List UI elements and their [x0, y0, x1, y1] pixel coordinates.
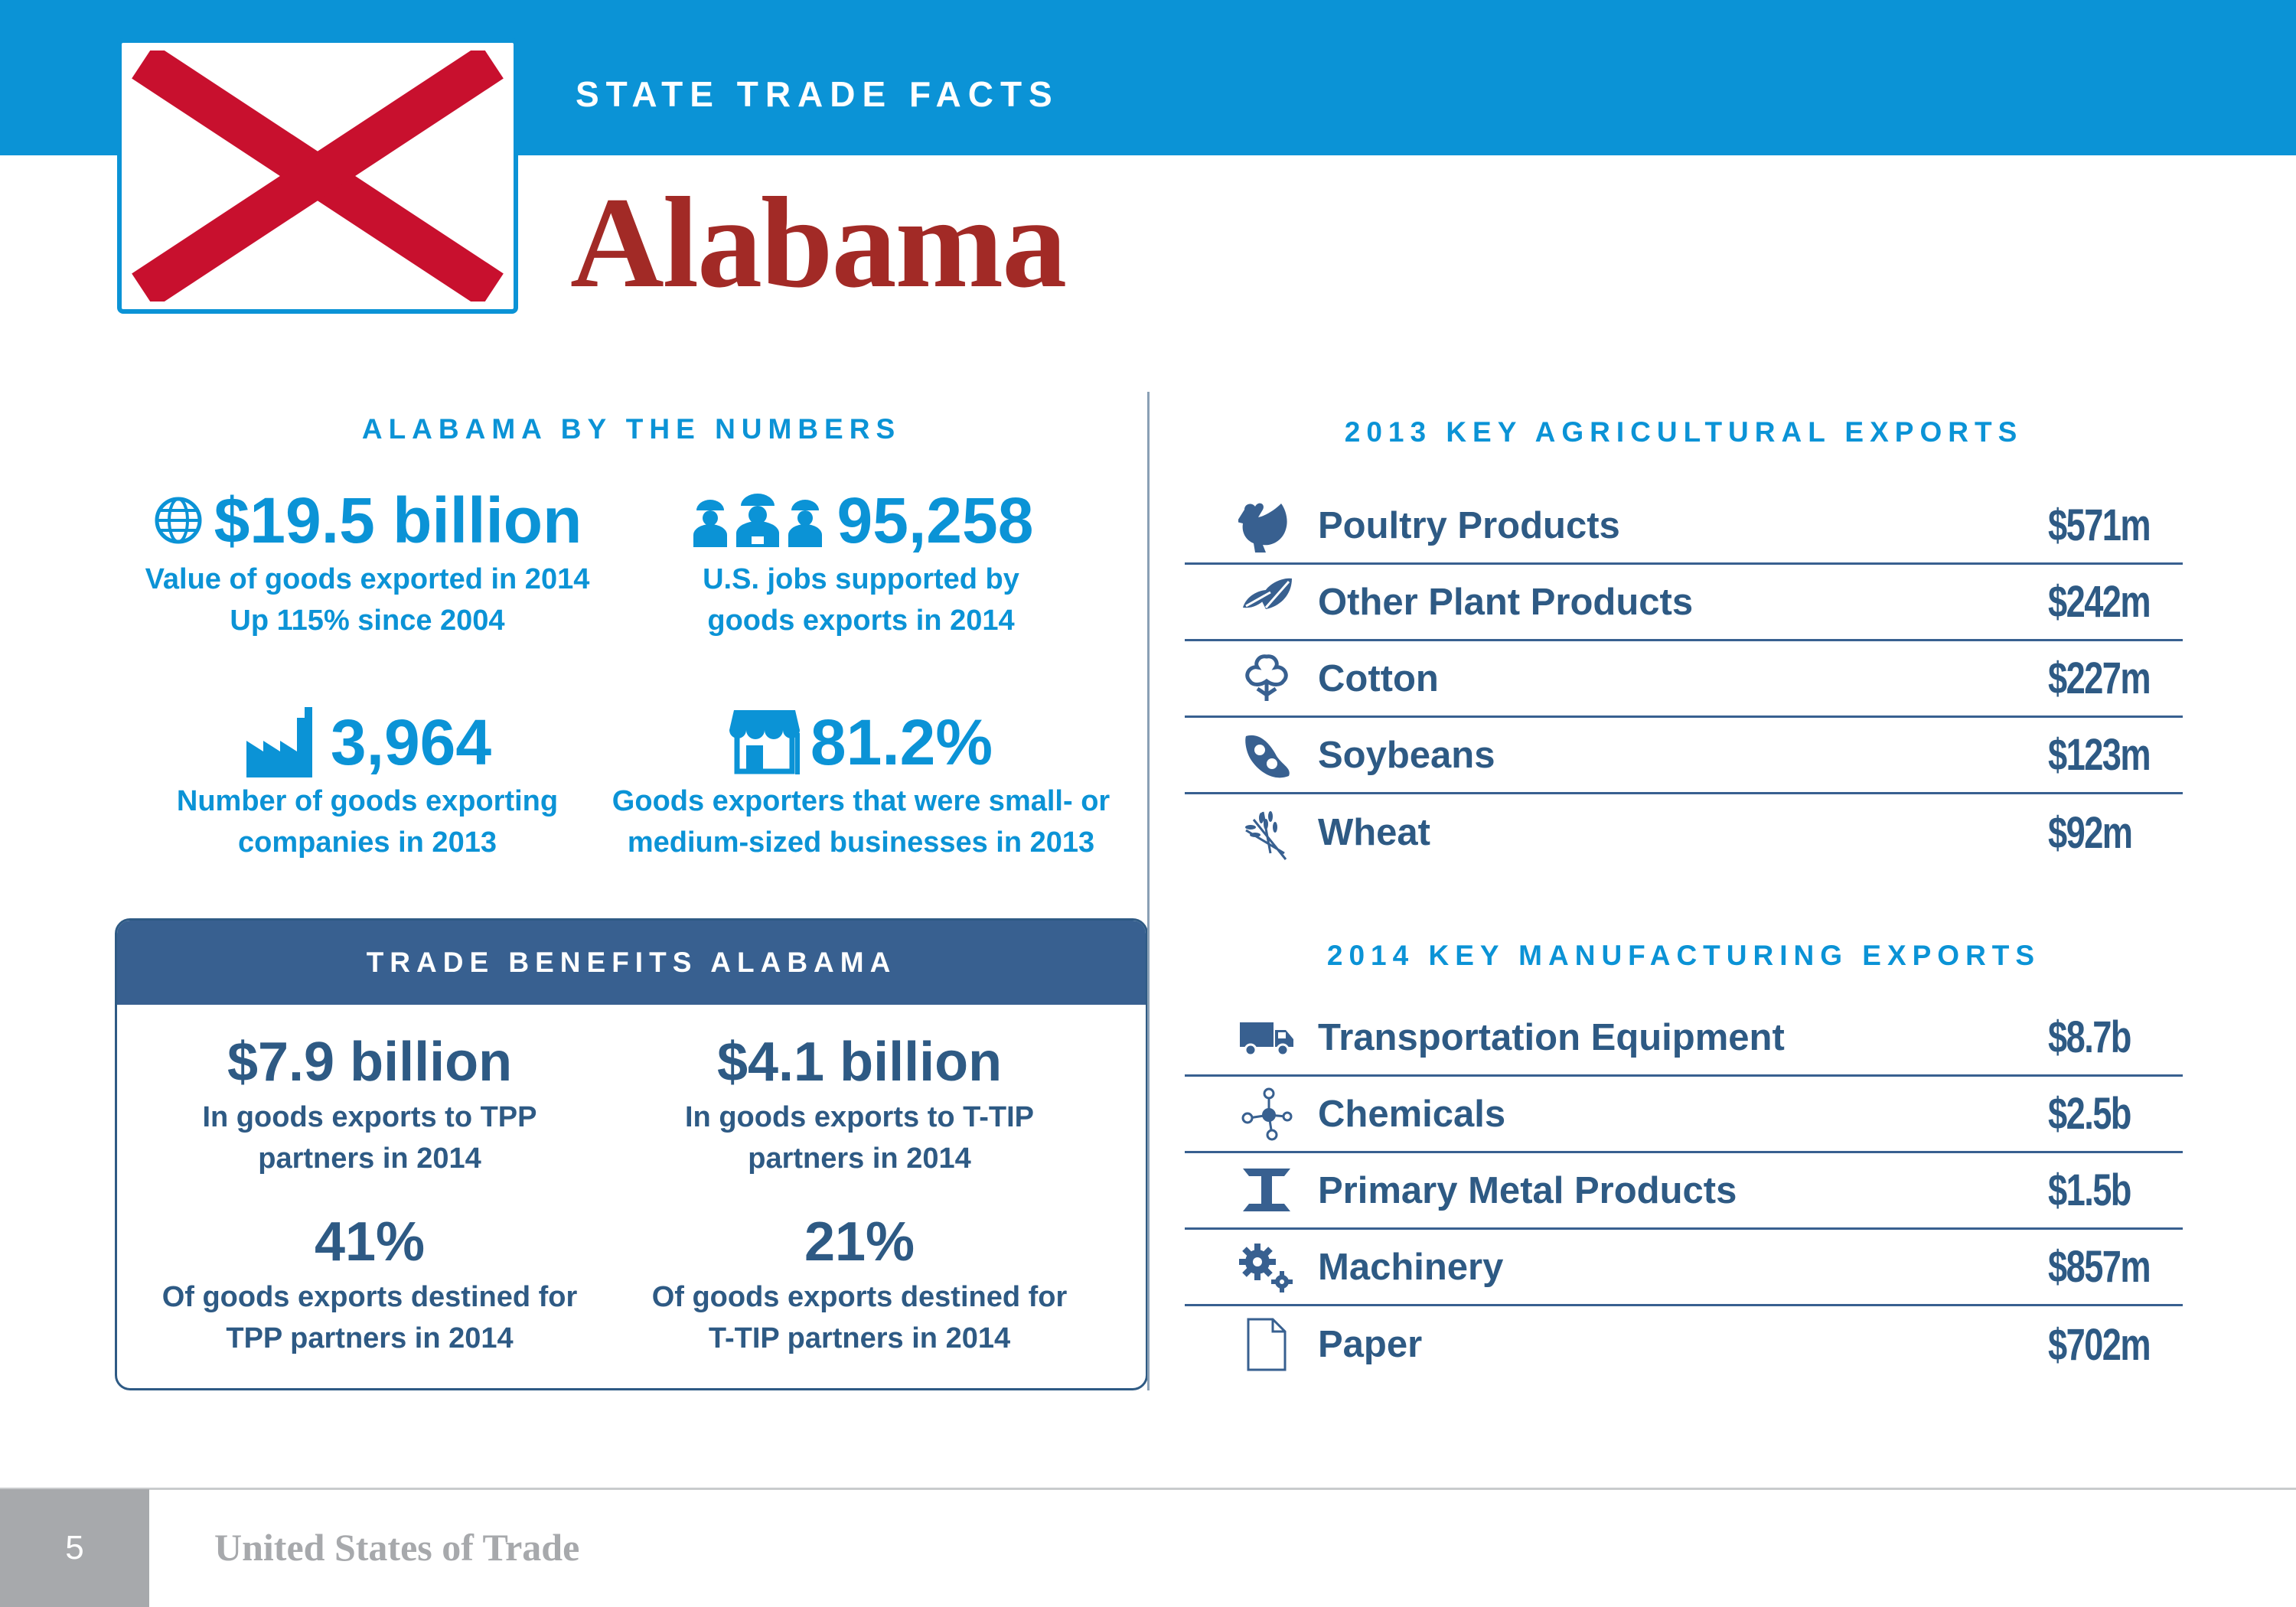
stat-jobs: 95,258 U.S. jobs supported by goods expo… — [612, 482, 1110, 641]
section-heading-numbers: ALABAMA BY THE NUMBERS — [361, 413, 902, 445]
cotton-icon — [1232, 644, 1301, 713]
list-item: Transportation Equipment $8.7b — [1185, 1000, 2183, 1077]
benefit-caption-line: In goods exports to TPP — [202, 1101, 537, 1133]
stat-export-value: $19.5 billion Value of goods exported in… — [130, 482, 605, 641]
list-item: Cotton $227m — [1185, 641, 2183, 718]
chicken-icon — [1232, 491, 1301, 560]
export-label: Cotton — [1318, 657, 1439, 699]
truck-icon — [1232, 1003, 1301, 1072]
gears-icon — [1232, 1233, 1301, 1302]
list-item: Primary Metal Products $1.5b — [1185, 1153, 2183, 1230]
benefit-caption-line: T-TIP partners in 2014 — [708, 1322, 1011, 1354]
benefit-value: 21% — [804, 1211, 915, 1273]
steel-beam-icon — [1232, 1156, 1301, 1225]
publication-title: United States of Trade — [214, 1526, 580, 1569]
stat-small-medium-business: 81.2% Goods exporters that were small- o… — [605, 704, 1117, 863]
section-heading-benefits: TRADE BENEFITS ALABAMA — [117, 921, 1146, 1005]
benefit-stat-tpp-value: $7.9 billion In goods exports to TPP par… — [132, 1028, 607, 1179]
export-value: $1.5b — [2048, 1165, 2131, 1215]
section-heading-agricultural: 2013 KEY AGRICULTURAL EXPORTS — [1344, 416, 2024, 448]
benefit-caption-line: partners in 2014 — [748, 1143, 971, 1175]
storefront-icon — [729, 710, 800, 774]
export-value: $857m — [2048, 1242, 2151, 1292]
benefit-caption-line: TPP partners in 2014 — [226, 1322, 514, 1354]
stat-value: 3,964 — [330, 706, 492, 778]
list-item: Poultry Products $571m — [1185, 488, 2183, 565]
stat-caption-line: Value of goods exported in 2014 — [145, 563, 590, 595]
list-item: Paper $702m — [1185, 1306, 2183, 1383]
stat-caption-line: goods exports in 2014 — [707, 605, 1015, 637]
stat-caption-line: companies in 2013 — [238, 826, 497, 859]
export-value: $2.5b — [2048, 1089, 2131, 1139]
export-value: $123m — [2048, 730, 2151, 780]
export-value: $92m — [2048, 807, 2133, 858]
leaf-icon — [1232, 568, 1301, 637]
section-heading-manufacturing: 2014 KEY MANUFACTURING EXPORTS — [1326, 940, 2041, 971]
stat-caption-line: medium-sized businesses in 2013 — [627, 826, 1095, 859]
export-value: $571m — [2048, 500, 2151, 550]
benefit-value: $7.9 billion — [227, 1032, 513, 1093]
benefit-value: $4.1 billion — [716, 1032, 1003, 1093]
export-label: Soybeans — [1318, 734, 1495, 776]
footer-divider — [0, 1488, 2296, 1490]
trade-benefits-panel: TRADE BENEFITS ALABAMA $7.9 billion In g… — [115, 918, 1148, 1390]
workers-icon — [693, 494, 822, 547]
stat-exporting-companies: 3,964 Number of goods exporting companie… — [130, 704, 605, 863]
page-title: Alabama — [570, 171, 1067, 315]
export-label: Machinery — [1318, 1246, 1504, 1288]
benefit-stat-ttip-share: 21% Of goods exports destined for T-TIP … — [622, 1208, 1097, 1359]
alabama-flag-icon — [129, 51, 506, 302]
benefit-stat-tpp-share: 41% Of goods exports destined for TPP pa… — [132, 1208, 607, 1359]
soybean-icon — [1232, 721, 1301, 790]
factory-icon — [246, 707, 312, 777]
globe-icon — [155, 497, 202, 544]
export-label: Primary Metal Products — [1318, 1169, 1737, 1211]
column-divider — [1147, 392, 1150, 1390]
stat-value: 95,258 — [837, 484, 1034, 556]
page-number: 5 — [0, 1489, 149, 1607]
stat-caption-line: Goods exporters that were small- or — [612, 785, 1110, 817]
export-label: Other Plant Products — [1318, 581, 1694, 623]
list-item: Chemicals $2.5b — [1185, 1077, 2183, 1153]
wheat-icon — [1232, 798, 1301, 867]
state-flag — [117, 38, 518, 314]
stat-caption-line: Number of goods exporting — [176, 785, 559, 817]
export-label: Chemicals — [1318, 1093, 1506, 1135]
export-label: Transportation Equipment — [1318, 1016, 1785, 1058]
export-label: Wheat — [1318, 812, 1430, 853]
benefit-caption-line: In goods exports to T-TIP — [685, 1101, 1034, 1133]
stat-value: $19.5 billion — [214, 484, 582, 556]
benefit-stat-ttip-value: $4.1 billion In goods exports to T-TIP p… — [622, 1028, 1097, 1179]
paper-icon — [1232, 1310, 1301, 1379]
list-item: Machinery $857m — [1185, 1230, 2183, 1306]
export-label: Poultry Products — [1318, 504, 1620, 546]
export-value: $242m — [2048, 577, 2151, 627]
benefit-value: 41% — [314, 1211, 426, 1273]
benefit-caption-line: Of goods exports destined for — [161, 1281, 578, 1313]
export-value: $227m — [2048, 654, 2151, 703]
stat-caption-line: U.S. jobs supported by — [703, 563, 1019, 595]
stat-caption-line: Up 115% since 2004 — [230, 605, 505, 637]
export-value: $702m — [2048, 1319, 2151, 1370]
export-label: Paper — [1318, 1324, 1423, 1365]
molecule-icon — [1232, 1080, 1301, 1149]
list-item: Wheat $92m — [1185, 794, 2183, 871]
benefit-caption-line: Of goods exports destined for — [651, 1281, 1068, 1313]
stat-value: 81.2% — [810, 706, 993, 778]
list-item: Other Plant Products $242m — [1185, 565, 2183, 641]
list-item: Soybeans $123m — [1185, 718, 2183, 794]
export-value: $8.7b — [2048, 1012, 2131, 1062]
benefit-caption-line: partners in 2014 — [258, 1143, 481, 1175]
eyebrow-label: STATE TRADE FACTS — [576, 74, 1059, 114]
